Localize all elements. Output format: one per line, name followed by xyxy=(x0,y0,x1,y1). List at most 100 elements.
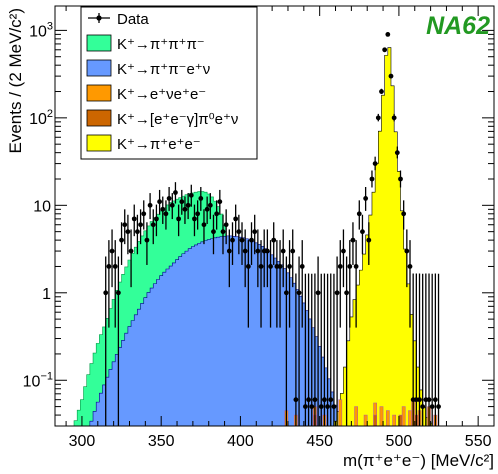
data-marker xyxy=(299,264,305,269)
data-marker xyxy=(366,237,372,243)
data-point xyxy=(429,273,435,426)
data-point xyxy=(147,193,153,220)
data-marker xyxy=(115,290,121,296)
data-marker xyxy=(188,192,194,198)
data-marker xyxy=(109,248,115,254)
data-point xyxy=(331,273,337,426)
data-point xyxy=(169,193,175,220)
data-marker xyxy=(258,264,264,269)
data-point xyxy=(173,182,178,204)
data-point xyxy=(201,209,207,245)
data-point xyxy=(188,184,194,207)
data-point xyxy=(214,200,220,230)
data-marker xyxy=(223,222,229,228)
data-marker xyxy=(131,216,137,222)
data-point xyxy=(277,240,283,328)
minor-bg-1-bar xyxy=(354,406,358,426)
legend-entry: K⁺→e⁺νe⁺e⁻ xyxy=(86,84,206,103)
data-marker xyxy=(182,206,188,212)
data-marker xyxy=(432,397,438,403)
data-marker xyxy=(249,237,254,243)
data-point xyxy=(220,214,226,255)
data-marker xyxy=(236,229,242,235)
data-point xyxy=(432,273,438,426)
data-point xyxy=(115,256,121,426)
data-marker xyxy=(344,290,350,296)
data-point xyxy=(372,156,378,171)
data-point xyxy=(182,196,188,224)
data-point xyxy=(328,273,334,426)
data-point xyxy=(299,240,305,328)
data-point xyxy=(176,204,182,237)
legend-label: K⁺→π⁺π⁻e⁺ν xyxy=(117,61,210,78)
data-point xyxy=(157,189,162,215)
data-marker xyxy=(128,248,134,254)
data-marker xyxy=(119,237,124,243)
y-axis-label: Events / (2 MeV/c²) xyxy=(6,8,25,153)
data-marker xyxy=(379,89,384,94)
data-marker xyxy=(341,248,346,254)
data-marker xyxy=(353,264,359,269)
data-point xyxy=(394,146,400,159)
data-marker xyxy=(337,264,343,269)
data-point xyxy=(344,256,350,426)
data-point xyxy=(119,222,124,265)
legend-swatch xyxy=(86,34,112,52)
data-marker xyxy=(322,397,327,403)
data-marker xyxy=(176,216,182,222)
data-marker xyxy=(318,404,324,409)
data-marker xyxy=(328,397,334,403)
data-marker xyxy=(150,222,156,228)
data-marker xyxy=(293,397,299,403)
data-marker xyxy=(195,211,201,217)
data-marker xyxy=(312,397,318,403)
data-point xyxy=(163,200,169,230)
x-tick-label: 550 xyxy=(465,433,492,450)
data-points xyxy=(103,31,441,426)
x-tick-label: 450 xyxy=(306,433,333,450)
data-marker xyxy=(135,229,140,235)
data-point xyxy=(347,240,353,328)
data-marker xyxy=(179,199,185,205)
data-point xyxy=(109,229,115,288)
data-point xyxy=(160,196,166,224)
data-point xyxy=(404,229,410,288)
data-marker xyxy=(429,404,435,409)
data-point xyxy=(245,240,251,328)
data-point xyxy=(252,214,258,255)
data-point xyxy=(255,229,261,288)
data-point xyxy=(204,196,210,224)
data-point xyxy=(230,222,235,265)
data-marker xyxy=(226,248,232,254)
data-point xyxy=(141,200,147,230)
data-marker xyxy=(287,264,292,269)
data-marker xyxy=(122,222,128,228)
data-point xyxy=(179,189,185,215)
legend-swatch xyxy=(86,59,112,77)
data-marker xyxy=(290,248,296,254)
data-marker xyxy=(280,248,286,254)
minor-bg-2-bar xyxy=(373,414,377,426)
data-point xyxy=(290,229,296,288)
data-marker xyxy=(347,264,353,269)
data-marker xyxy=(264,248,270,254)
data-point xyxy=(249,222,254,265)
data-marker xyxy=(360,229,365,235)
data-point xyxy=(192,204,197,237)
legend-label: K⁺→[e⁺e⁻γ]π⁰e⁺ν xyxy=(117,111,238,128)
data-point xyxy=(385,31,391,37)
data-point xyxy=(287,240,292,328)
data-marker xyxy=(198,195,204,201)
data-marker xyxy=(141,211,147,217)
data-marker xyxy=(157,199,162,205)
data-point xyxy=(360,214,365,255)
data-marker xyxy=(391,115,397,121)
data-marker xyxy=(372,161,378,166)
data-marker xyxy=(242,248,248,254)
data-point xyxy=(268,240,273,328)
data-marker xyxy=(369,176,375,182)
data-marker xyxy=(436,404,441,409)
data-point xyxy=(318,273,324,426)
data-point xyxy=(363,186,369,211)
